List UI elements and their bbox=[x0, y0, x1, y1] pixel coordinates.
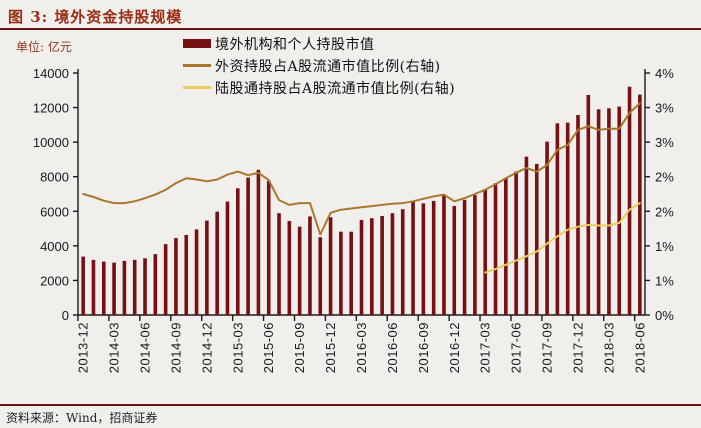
svg-text:0%: 0% bbox=[655, 308, 674, 323]
unit-label: 单位: 亿元 bbox=[16, 40, 72, 54]
svg-text:2017-12: 2017-12 bbox=[570, 322, 585, 373]
source-note: 资料来源：Wind，招商证券 bbox=[6, 411, 158, 425]
svg-text:2016-06: 2016-06 bbox=[385, 322, 400, 373]
svg-text:2014-06: 2014-06 bbox=[138, 322, 153, 373]
svg-text:4000: 4000 bbox=[40, 239, 69, 254]
legend-label: 外资持股占A股流通市值比例(右轴) bbox=[215, 58, 441, 75]
svg-text:4%: 4% bbox=[655, 66, 674, 81]
legend-label: 境外机构和个人持股市值 bbox=[215, 36, 375, 53]
svg-text:2016-12: 2016-12 bbox=[447, 322, 462, 373]
svg-text:2014-12: 2014-12 bbox=[199, 322, 214, 373]
svg-text:8000: 8000 bbox=[40, 170, 69, 185]
svg-text:2015-12: 2015-12 bbox=[323, 322, 338, 373]
legend-item-bar: 境外机构和个人持股市值 bbox=[183, 34, 455, 53]
svg-text:2%: 2% bbox=[655, 170, 674, 185]
svg-text:2%: 2% bbox=[655, 204, 674, 219]
svg-text:3%: 3% bbox=[655, 135, 674, 150]
svg-text:10000: 10000 bbox=[33, 135, 69, 150]
legend-label: 陆股通持股占A股流通市值比例(右轴) bbox=[215, 80, 456, 97]
svg-text:2017-09: 2017-09 bbox=[540, 322, 555, 373]
svg-text:2013-12: 2013-12 bbox=[76, 322, 91, 373]
svg-text:2017-03: 2017-03 bbox=[478, 322, 493, 373]
svg-text:2015-06: 2015-06 bbox=[261, 322, 276, 373]
svg-text:2014-09: 2014-09 bbox=[168, 322, 183, 373]
line-swatch-icon bbox=[183, 64, 211, 67]
svg-text:2014-03: 2014-03 bbox=[107, 322, 122, 373]
svg-text:1%: 1% bbox=[655, 273, 674, 288]
svg-text:2016-09: 2016-09 bbox=[416, 322, 431, 373]
svg-text:2017-06: 2017-06 bbox=[509, 322, 524, 373]
svg-text:2000: 2000 bbox=[40, 273, 69, 288]
source-divider bbox=[0, 404, 701, 406]
line-swatch-icon bbox=[183, 86, 211, 89]
legend-item-foreign-line: 外资持股占A股流通市值比例(右轴) bbox=[183, 56, 455, 75]
title-divider bbox=[0, 28, 701, 30]
svg-text:3%: 3% bbox=[655, 101, 674, 116]
legend-item-hk-line: 陆股通持股占A股流通市值比例(右轴) bbox=[183, 78, 455, 97]
bar-swatch-icon bbox=[183, 39, 211, 48]
svg-text:2015-03: 2015-03 bbox=[230, 322, 245, 373]
chart-title: 图 3: 境外资金持股规模 bbox=[8, 8, 183, 26]
svg-text:2018-03: 2018-03 bbox=[601, 322, 616, 373]
svg-text:2016-03: 2016-03 bbox=[354, 322, 369, 373]
svg-text:14000: 14000 bbox=[33, 66, 69, 81]
svg-text:6000: 6000 bbox=[40, 204, 69, 219]
legend: 境外机构和个人持股市值 外资持股占A股流通市值比例(右轴) 陆股通持股占A股流通… bbox=[183, 34, 455, 97]
svg-text:12000: 12000 bbox=[33, 101, 69, 116]
svg-text:2015-09: 2015-09 bbox=[292, 322, 307, 373]
svg-text:1%: 1% bbox=[655, 239, 674, 254]
svg-text:0: 0 bbox=[62, 308, 69, 323]
svg-text:2018-06: 2018-06 bbox=[632, 322, 647, 373]
